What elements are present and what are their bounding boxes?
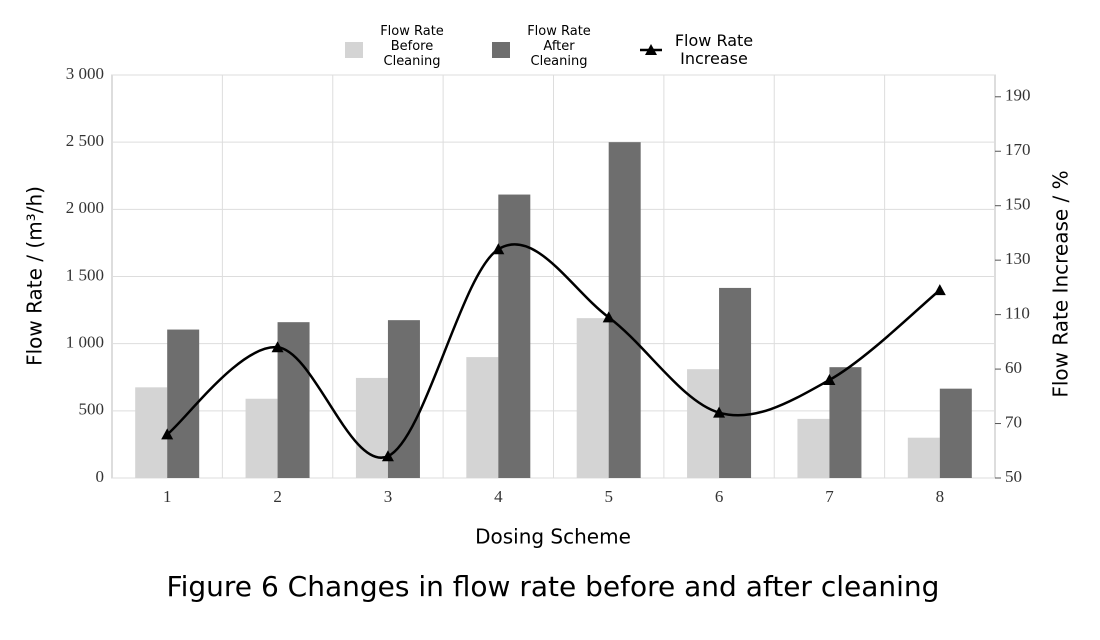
y-tick-label: 2 500 bbox=[66, 131, 104, 150]
y-tick-label: 1 000 bbox=[66, 333, 104, 352]
x-tick-label: 7 bbox=[825, 487, 834, 506]
legend-marker bbox=[645, 44, 657, 55]
x-tick-label: 6 bbox=[715, 487, 724, 506]
y2-axis-title: Flow Rate Increase / % bbox=[1049, 170, 1073, 397]
x-tick-label: 8 bbox=[936, 487, 945, 506]
y2-tick-label: 60 bbox=[1005, 358, 1022, 377]
y2-tick-label: 70 bbox=[1005, 412, 1022, 431]
legend-swatch bbox=[345, 42, 363, 58]
y-tick-label: 2 000 bbox=[66, 198, 104, 217]
bar bbox=[135, 387, 168, 478]
line bbox=[166, 243, 941, 459]
x-tick-label: 3 bbox=[384, 487, 393, 506]
y-axis-title: Flow Rate / (m³/h) bbox=[23, 186, 47, 366]
bar bbox=[797, 418, 830, 478]
bar bbox=[608, 142, 641, 478]
y2-tick-label: 150 bbox=[1005, 195, 1031, 214]
bar bbox=[355, 377, 388, 478]
legend-label: Flow Rate Increase bbox=[674, 31, 754, 69]
x-tick-label: 1 bbox=[163, 487, 172, 506]
legend-label: Flow Rate Before Cleaning bbox=[380, 24, 444, 69]
y2-tick-label: 170 bbox=[1005, 140, 1031, 159]
y-tick-label: 500 bbox=[79, 400, 105, 419]
line-marker bbox=[713, 406, 726, 418]
line-marker bbox=[161, 428, 174, 440]
y-tick-label: 1 500 bbox=[66, 265, 104, 284]
bar bbox=[245, 398, 278, 478]
line-marker bbox=[823, 373, 836, 385]
x-tick-label: 4 bbox=[494, 487, 503, 506]
bar bbox=[719, 287, 752, 478]
bar bbox=[167, 329, 200, 478]
y2-tick-label: 130 bbox=[1005, 249, 1031, 268]
bar bbox=[829, 367, 862, 478]
y2-tick-label: 50 bbox=[1005, 467, 1022, 486]
bar bbox=[687, 369, 720, 478]
y-tick-label: 0 bbox=[96, 467, 105, 486]
line-marker bbox=[381, 450, 394, 462]
bar bbox=[939, 388, 972, 478]
bar bbox=[907, 437, 940, 478]
line-marker bbox=[933, 284, 946, 296]
x-axis-title: Dosing Scheme bbox=[475, 525, 631, 549]
y-tick-label: 3 000 bbox=[66, 64, 104, 83]
y2-tick-label: 110 bbox=[1005, 304, 1030, 323]
x-tick-label: 2 bbox=[273, 487, 282, 506]
bar bbox=[576, 318, 609, 478]
legend-label: Flow Rate After Cleaning bbox=[527, 24, 591, 69]
x-tick-label: 5 bbox=[604, 487, 613, 506]
legend-swatch bbox=[492, 42, 510, 58]
bar bbox=[277, 322, 310, 478]
line-marker bbox=[602, 311, 615, 323]
bar bbox=[466, 357, 499, 478]
y2-tick-label: 190 bbox=[1005, 86, 1031, 105]
line-marker bbox=[271, 341, 284, 353]
caption: Figure 6 Changes in flow rate before and… bbox=[167, 570, 940, 603]
bar bbox=[498, 194, 531, 478]
line-marker bbox=[492, 243, 505, 255]
